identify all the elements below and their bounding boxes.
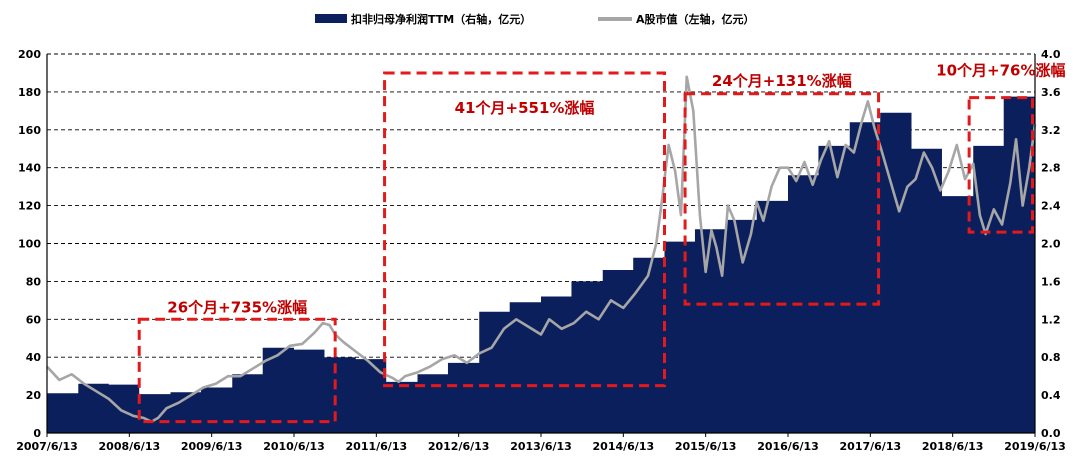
x-tick-label: 2010/6/13 xyxy=(263,440,325,453)
y-left-tick-label: 180 xyxy=(18,86,41,99)
annotation-label: 26个月+735%涨幅 xyxy=(167,298,307,316)
legend-label-marketcap: A股市值（左轴，亿元） xyxy=(636,12,755,26)
x-tick-label: 2008/6/13 xyxy=(99,440,161,453)
y-right-tick-label: 1.2 xyxy=(1041,313,1061,326)
annotation-box xyxy=(137,317,337,424)
y-left-tick-label: 80 xyxy=(26,275,42,288)
legend: 扣非归母净利润TTM（右轴，亿元） A股市值（左轴，亿元） xyxy=(315,12,755,26)
y-right-tick-label: 3.2 xyxy=(1041,124,1061,137)
y-right-tick-label: 4.0 xyxy=(1041,48,1061,61)
x-tick-label: 2011/6/13 xyxy=(346,440,408,453)
x-axis-ticks: 2007/6/13 2008/6/13 2009/6/13 2010/6/13 2011… xyxy=(16,433,1066,453)
annotations: 26个月+735%涨幅 41个月+551%涨幅 24个月+131%涨幅 10个月+76… xyxy=(137,62,1066,424)
x-tick-label: 2018/6/13 xyxy=(922,440,984,453)
y-left-tick-label: 20 xyxy=(26,389,42,402)
y-right-tick-label: 0.0 xyxy=(1041,427,1061,440)
y-axis-left-ticks: 0 20 40 60 80 100 120 140 160 180 200 xyxy=(18,48,41,440)
annotation-box xyxy=(383,71,666,388)
y-axis-right-ticks: 0.0 0.4 0.8 1.2 1.6 2.0 2.4 2.8 3.2 3.6 4.0 xyxy=(1041,48,1061,440)
y-left-tick-label: 200 xyxy=(18,48,41,61)
market-cap-line-series xyxy=(46,75,1037,423)
y-right-tick-label: 0.4 xyxy=(1041,389,1061,402)
x-tick-label: 2013/6/13 xyxy=(510,440,572,453)
profit-area-series xyxy=(47,96,1035,433)
x-tick-label: 2014/6/13 xyxy=(593,440,655,453)
y-left-tick-label: 140 xyxy=(18,162,41,175)
x-tick-label: 2012/6/13 xyxy=(428,440,490,453)
y-right-tick-label: 1.6 xyxy=(1041,275,1061,288)
legend-swatch-profit xyxy=(315,14,347,23)
x-tick-label: 2019/6/13 xyxy=(1004,440,1066,453)
legend-label-profit: 扣非归母净利润TTM（右轴，亿元） xyxy=(351,12,531,26)
y-left-tick-label: 0 xyxy=(33,427,41,440)
y-right-tick-label: 2.4 xyxy=(1041,200,1061,213)
annotation-label: 24个月+131%涨幅 xyxy=(712,72,852,90)
x-tick-label: 2016/6/13 xyxy=(757,440,819,453)
annotation-label: 41个月+551%涨幅 xyxy=(455,99,595,117)
y-right-tick-label: 0.8 xyxy=(1041,351,1061,364)
y-left-tick-label: 160 xyxy=(18,124,41,137)
x-tick-label: 2009/6/13 xyxy=(181,440,243,453)
y-left-tick-label: 120 xyxy=(18,200,41,213)
y-left-tick-label: 100 xyxy=(18,238,41,251)
x-tick-label: 2007/6/13 xyxy=(16,440,78,453)
annotation-box xyxy=(683,92,881,306)
annotation-box xyxy=(967,96,1035,234)
annotation-label: 10个月+76%涨幅 xyxy=(936,62,1065,80)
y-right-tick-label: 2.0 xyxy=(1041,238,1061,251)
y-right-tick-label: 3.6 xyxy=(1041,86,1061,99)
y-left-tick-label: 40 xyxy=(26,351,42,364)
y-right-tick-label: 2.8 xyxy=(1041,162,1061,175)
x-tick-label: 2015/6/13 xyxy=(675,440,737,453)
x-tick-label: 2017/6/13 xyxy=(840,440,902,453)
y-left-tick-label: 60 xyxy=(26,313,42,326)
